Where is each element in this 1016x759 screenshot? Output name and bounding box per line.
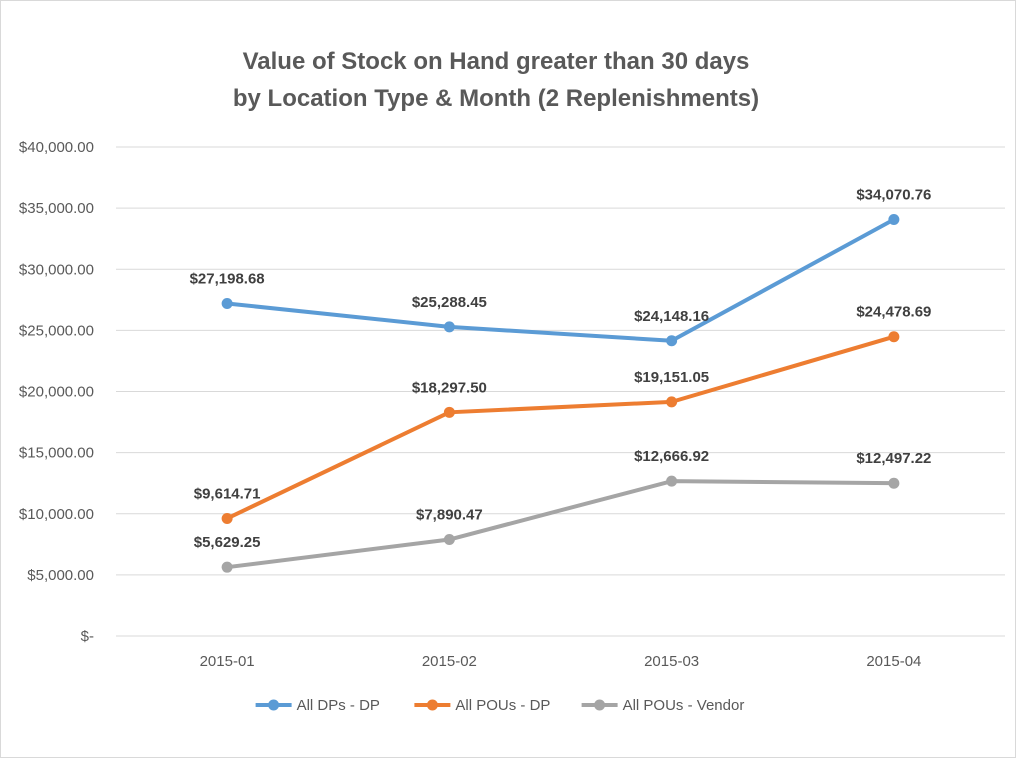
legend-swatch-marker <box>426 699 438 711</box>
data-point <box>666 396 678 408</box>
x-tick-label: 2015-02 <box>422 653 477 670</box>
data-labels: $27,198.68 $25,288.45 $24,148.16 $34,070.76… <box>190 186 932 551</box>
data-label: $24,148.16 <box>634 308 709 325</box>
series-line <box>225 479 896 570</box>
legend-label: All POUs - DP <box>455 697 550 714</box>
x-tick-label: 2015-03 <box>644 653 699 670</box>
y-tick-label: $15,000.00 <box>19 445 94 462</box>
chart-title-line-1: Value of Stock on Hand greater than 30 d… <box>243 48 750 75</box>
data-label: $25,288.45 <box>412 294 487 311</box>
y-tick-label: $- <box>81 628 94 645</box>
data-label: $19,151.05 <box>634 369 709 386</box>
data-label: $27,198.68 <box>190 270 265 287</box>
data-label: $5,629.25 <box>194 534 261 551</box>
data-label: $9,614.71 <box>194 485 261 502</box>
x-tick-label: 2015-01 <box>200 653 255 670</box>
y-axis-ticks: $- $5,000.00 $10,000.00 $15,000.00 $20,000.0… <box>19 139 94 645</box>
x-axis-ticks: 2015-01 2015-02 2015-03 2015-04 <box>200 653 922 670</box>
data-point <box>666 335 678 347</box>
data-label: $12,497.22 <box>856 450 931 467</box>
legend-swatch-marker <box>268 699 280 711</box>
legend: All DPs - DP All POUs - DP All POUs - Vend… <box>255 697 745 714</box>
legend-label: All POUs - Vendor <box>623 697 745 714</box>
legend-item: All POUs - DP <box>414 697 550 714</box>
series-line <box>225 217 896 343</box>
y-tick-label: $25,000.00 <box>19 322 94 339</box>
data-point <box>888 213 900 225</box>
data-point <box>221 297 233 309</box>
legend-item: All POUs - Vendor <box>581 697 745 714</box>
y-tick-label: $10,000.00 <box>19 506 94 523</box>
data-label: $18,297.50 <box>412 379 487 396</box>
gridlines <box>116 146 1005 637</box>
x-tick-label: 2015-04 <box>866 653 921 670</box>
y-tick-label: $30,000.00 <box>19 261 94 278</box>
chart-title-line-2: by Location Type & Month (2 Replenishmen… <box>233 85 759 112</box>
data-point <box>888 477 900 489</box>
data-point <box>666 475 678 487</box>
legend-label: All DPs - DP <box>297 697 380 714</box>
data-label: $7,890.47 <box>416 507 483 524</box>
data-point <box>888 331 900 343</box>
legend-item: All DPs - DP <box>255 697 380 714</box>
y-tick-label: $20,000.00 <box>19 384 94 401</box>
data-point <box>221 512 233 524</box>
data-point <box>221 561 233 573</box>
data-point <box>443 321 455 333</box>
series-line <box>225 334 896 521</box>
data-label: $34,070.76 <box>856 186 931 203</box>
data-point <box>443 534 455 546</box>
y-tick-label: $35,000.00 <box>19 200 94 217</box>
y-tick-label: $5,000.00 <box>27 567 94 584</box>
data-label: $24,478.69 <box>856 304 931 321</box>
legend-swatch-marker <box>594 699 606 711</box>
series-layer <box>221 213 900 573</box>
data-label: $12,666.92 <box>634 448 709 465</box>
y-tick-label: $40,000.00 <box>19 139 94 156</box>
data-point <box>443 406 455 418</box>
